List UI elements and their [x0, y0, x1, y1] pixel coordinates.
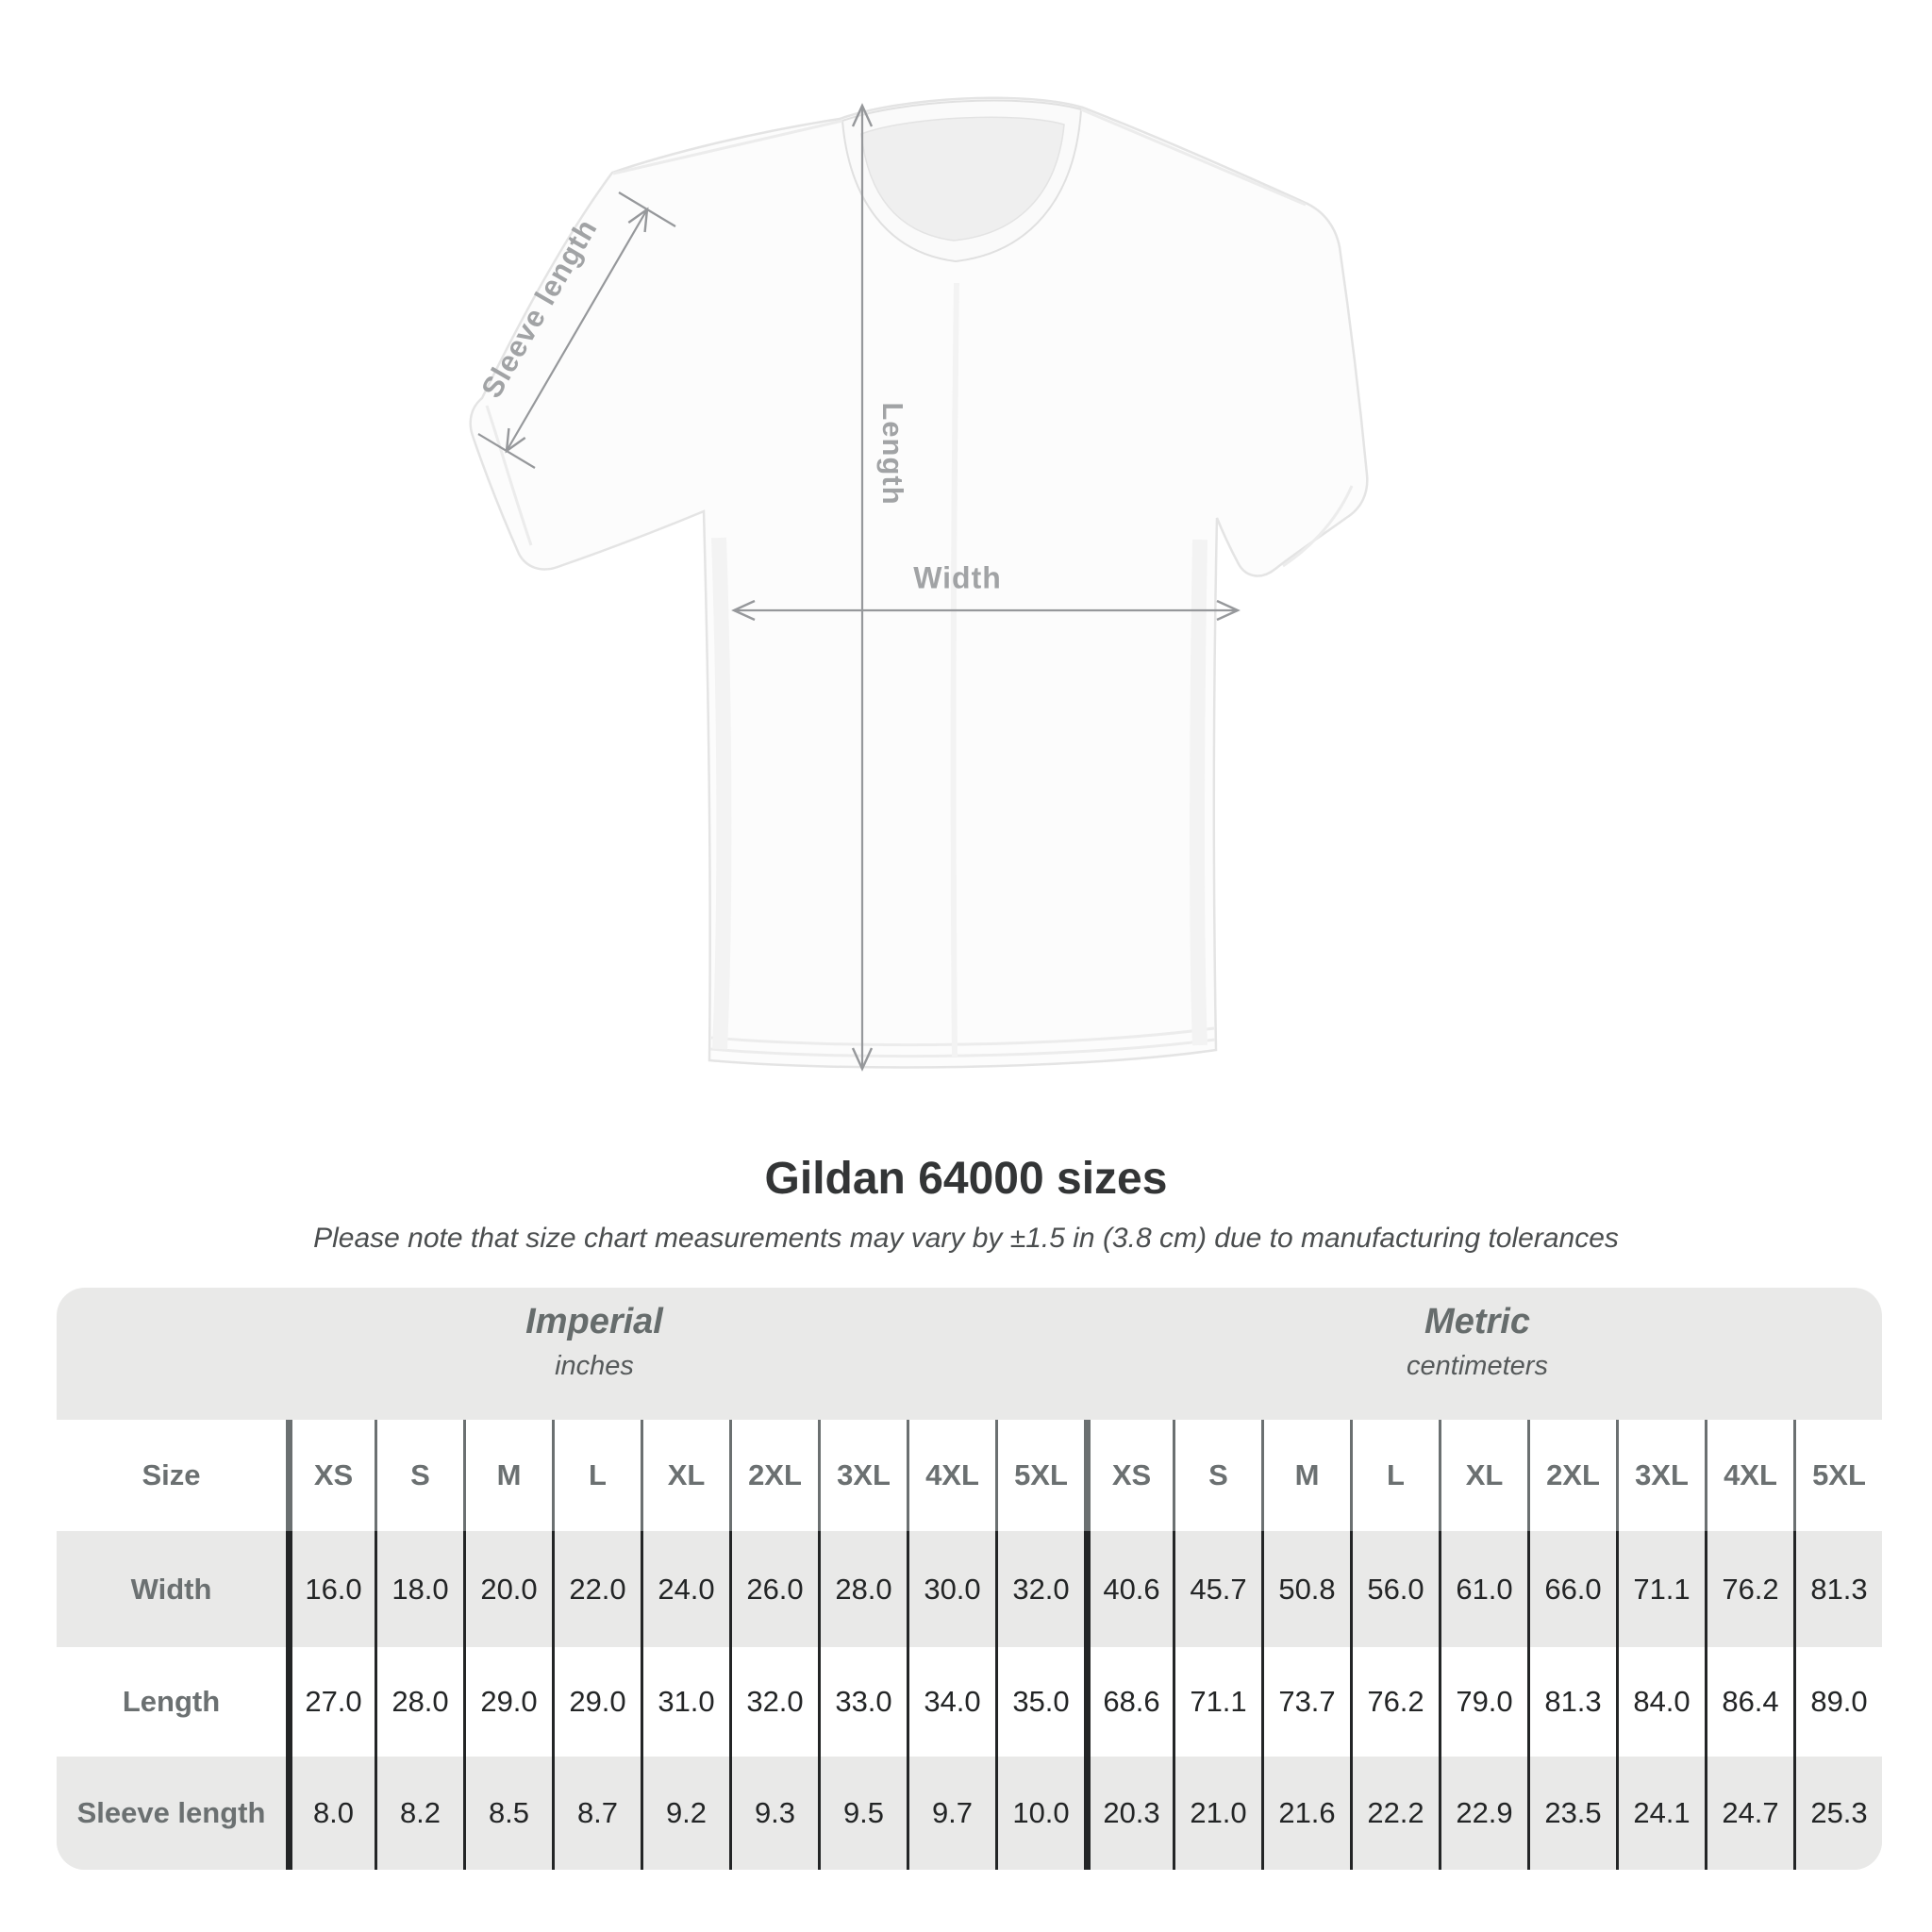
- metric-group-header: Metric centimeters: [1407, 1301, 1548, 1382]
- value-cell: 32.0: [729, 1647, 818, 1757]
- metric-group-unit: centimeters: [1407, 1351, 1548, 1381]
- value-cell: 9.7: [907, 1757, 995, 1870]
- size-header-cell: L: [552, 1420, 641, 1531]
- value-cell: 8.5: [463, 1757, 552, 1870]
- value-cell: 35.0: [995, 1647, 1084, 1757]
- value-cell: 61.0: [1439, 1531, 1527, 1647]
- value-cell: 81.3: [1793, 1531, 1882, 1647]
- value-cell: 31.0: [641, 1647, 729, 1757]
- value-cell: 56.0: [1350, 1531, 1439, 1647]
- size-header-cell: 5XL: [1793, 1420, 1882, 1531]
- dimension-lines: [477, 103, 1241, 1072]
- value-cell: 20.0: [463, 1531, 552, 1647]
- sleeve-tick-end: [618, 192, 676, 227]
- width-label: Width: [913, 560, 1002, 595]
- size-header-cell: XS: [1084, 1420, 1173, 1531]
- tshirt-measurement-diagram: Sleeve length Length Width: [469, 96, 1369, 1072]
- page-title: Gildan 64000 sizes: [764, 1154, 1168, 1204]
- value-cell: 79.0: [1439, 1647, 1527, 1757]
- metric-group-label: Metric: [1424, 1302, 1530, 1341]
- length-label: Length: [876, 402, 909, 506]
- tshirt-silhouette: [469, 96, 1369, 1069]
- value-cell: 8.2: [375, 1757, 463, 1870]
- value-cell: 22.0: [552, 1531, 641, 1647]
- value-cell: 84.0: [1616, 1647, 1705, 1757]
- value-cell: 8.7: [552, 1757, 641, 1870]
- value-cell: 18.0: [375, 1531, 463, 1647]
- size-table: Imperial inches Metric centimeters Size X…: [57, 1288, 1882, 1870]
- row-label: Sleeve length: [57, 1757, 286, 1870]
- value-cell: 22.2: [1350, 1757, 1439, 1870]
- value-cell: 24.7: [1705, 1757, 1793, 1870]
- sleeve-arrow: [505, 207, 649, 454]
- value-cell: 32.0: [995, 1531, 1084, 1647]
- size-column-header: Size: [57, 1420, 286, 1531]
- size-header-cell: XS: [286, 1420, 375, 1531]
- value-cell: 50.8: [1261, 1531, 1350, 1647]
- sleeve-tick-start: [477, 433, 536, 469]
- value-cell: 28.0: [818, 1531, 907, 1647]
- value-cell: 21.0: [1173, 1757, 1261, 1870]
- value-cell: 40.6: [1084, 1531, 1173, 1647]
- row-label: Length: [57, 1647, 286, 1757]
- size-header-cell: 5XL: [995, 1420, 1084, 1531]
- value-cell: 71.1: [1173, 1647, 1261, 1757]
- value-cell: 22.9: [1439, 1757, 1527, 1870]
- size-header-cell: 2XL: [729, 1420, 818, 1531]
- value-cell: 28.0: [375, 1647, 463, 1757]
- value-cell: 34.0: [907, 1647, 995, 1757]
- value-cell: 89.0: [1793, 1647, 1882, 1757]
- tshirt-graphic: [469, 96, 1369, 1072]
- size-header-cell: S: [375, 1420, 463, 1531]
- value-cell: 27.0: [286, 1647, 375, 1757]
- value-cell: 9.2: [641, 1757, 729, 1870]
- value-cell: 9.3: [729, 1757, 818, 1870]
- value-cell: 8.0: [286, 1757, 375, 1870]
- value-cell: 73.7: [1261, 1647, 1350, 1757]
- value-cell: 66.0: [1527, 1531, 1616, 1647]
- value-cell: 24.1: [1616, 1757, 1705, 1870]
- value-cell: 71.1: [1616, 1531, 1705, 1647]
- value-cell: 45.7: [1173, 1531, 1261, 1647]
- size-header-cell: M: [463, 1420, 552, 1531]
- value-cell: 26.0: [729, 1531, 818, 1647]
- size-header-cell: XL: [1439, 1420, 1527, 1531]
- value-cell: 29.0: [552, 1647, 641, 1757]
- size-header-cell: XL: [641, 1420, 729, 1531]
- value-cell: 76.2: [1350, 1647, 1439, 1757]
- size-header-cell: 4XL: [1705, 1420, 1793, 1531]
- value-cell: 23.5: [1527, 1757, 1616, 1870]
- value-cell: 10.0: [995, 1757, 1084, 1870]
- fabric-shading: [711, 282, 1208, 1058]
- value-cell: 24.0: [641, 1531, 729, 1647]
- size-header-cell: 4XL: [907, 1420, 995, 1531]
- value-cell: 9.5: [818, 1757, 907, 1870]
- value-cell: 21.6: [1261, 1757, 1350, 1870]
- value-cell: 16.0: [286, 1531, 375, 1647]
- size-header-cell: S: [1173, 1420, 1261, 1531]
- value-cell: 25.3: [1793, 1757, 1882, 1870]
- imperial-group-unit: inches: [555, 1351, 634, 1381]
- value-cell: 81.3: [1527, 1647, 1616, 1757]
- value-cell: 20.3: [1084, 1757, 1173, 1870]
- tolerance-note: Please note that size chart measurements…: [313, 1223, 1619, 1254]
- imperial-group-header: Imperial inches: [525, 1301, 663, 1382]
- value-cell: 86.4: [1705, 1647, 1793, 1757]
- neck-opening: [860, 116, 1065, 242]
- size-header-cell: 3XL: [1616, 1420, 1705, 1531]
- value-cell: 30.0: [907, 1531, 995, 1647]
- value-cell: 29.0: [463, 1647, 552, 1757]
- value-cell: 33.0: [818, 1647, 907, 1757]
- value-cell: 68.6: [1084, 1647, 1173, 1757]
- size-header-cell: M: [1261, 1420, 1350, 1531]
- size-header-cell: 3XL: [818, 1420, 907, 1531]
- imperial-group-label: Imperial: [525, 1302, 663, 1341]
- row-label: Width: [57, 1531, 286, 1647]
- seam-lines: [485, 108, 1354, 1058]
- size-table-grid: Size XS S M L XL 2XL 3XL 4XL 5XL XS S M L XL 2XL 3XL 4XL 5…: [57, 1420, 1882, 1870]
- size-header-cell: 2XL: [1527, 1420, 1616, 1531]
- size-header-cell: L: [1350, 1420, 1439, 1531]
- value-cell: 76.2: [1705, 1531, 1793, 1647]
